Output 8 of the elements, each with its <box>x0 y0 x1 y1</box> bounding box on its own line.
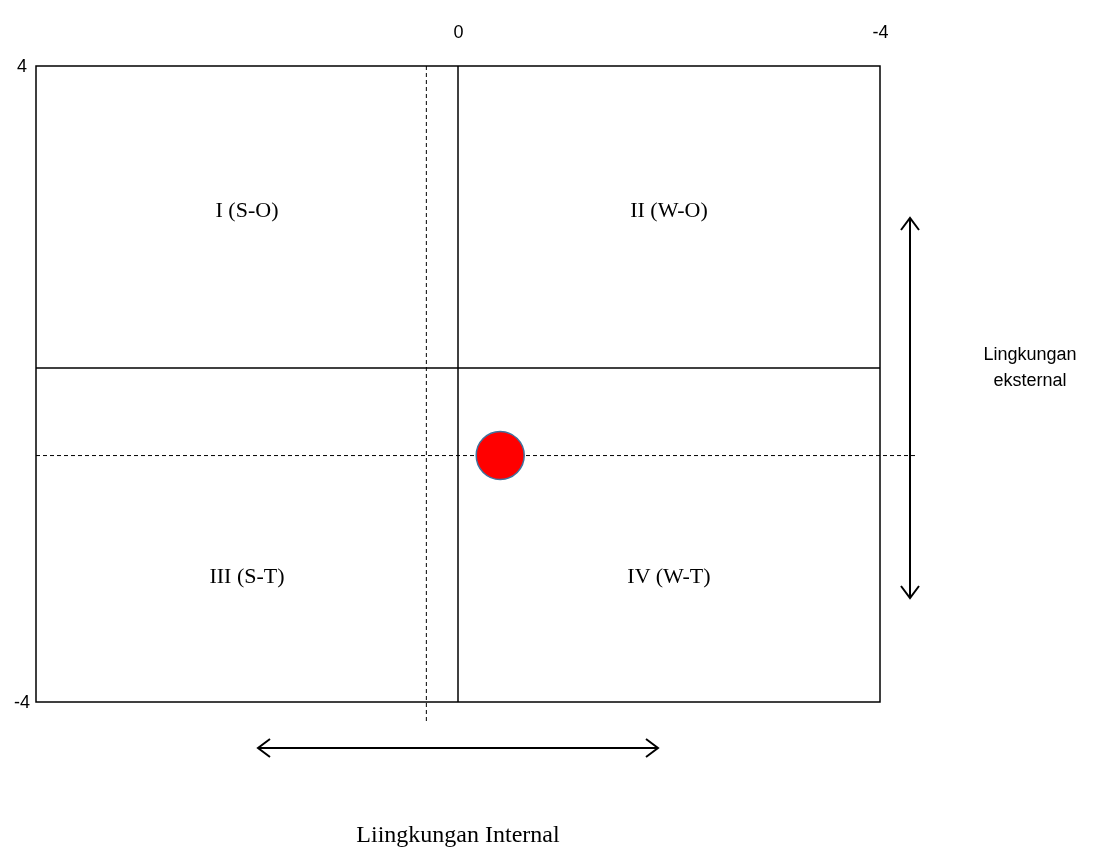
annotation: II (W-O) <box>630 197 708 223</box>
annotation: IV (W-T) <box>627 562 711 588</box>
annotation: III (S-T) <box>209 562 285 588</box>
text: Lingkungan eksternal <box>983 344 1077 390</box>
x-tick-label: 0 <box>453 22 464 42</box>
y-tick-label: 4 <box>16 56 28 76</box>
annotation: I (S-O) <box>215 197 279 223</box>
x-axis-title: Liingkungan Internal <box>356 821 560 847</box>
